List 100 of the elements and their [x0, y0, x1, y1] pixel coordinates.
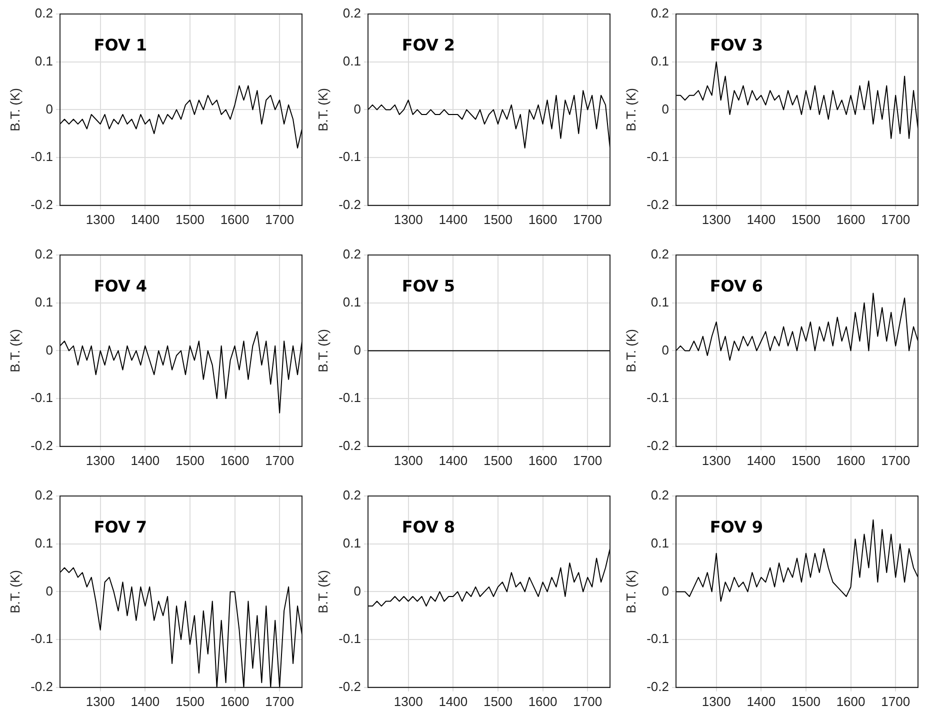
annotation: FOV 1 — [94, 36, 148, 55]
y-tick-label: -0.2 — [338, 438, 361, 453]
y-tick-label: 0.2 — [34, 246, 53, 262]
y-tick-label: -0.1 — [646, 631, 669, 646]
y-tick-label: 0.2 — [342, 488, 361, 503]
annotation: FOV 4 — [94, 276, 148, 296]
x-tick-label: 1500 — [484, 212, 512, 227]
y-tick-label: 0.2 — [650, 6, 669, 21]
x-tick-label: 1600 — [220, 452, 250, 468]
y-tick-label: 0.1 — [342, 53, 361, 68]
x-tick-label: 1600 — [528, 694, 558, 709]
y-tick-label: -0.1 — [338, 631, 361, 646]
y-tick-label: -0.1 — [338, 149, 361, 164]
y-axis-title: B.T. (K) — [623, 570, 638, 614]
annotation: FOV 2 — [402, 36, 456, 55]
x-tick-label: 1500 — [792, 694, 820, 709]
x-tick-label: 1300 — [702, 212, 731, 227]
y-axis-title: B.T. (K) — [7, 88, 22, 132]
x-tick-label: 1600 — [836, 694, 866, 709]
y-tick-label: -0.2 — [646, 678, 669, 694]
x-tick-label: 1700 — [265, 694, 294, 709]
y-tick-label: -0.2 — [30, 438, 53, 453]
x-tick-label: 1400 — [438, 212, 468, 227]
y-tick-label: 0.2 — [34, 488, 53, 503]
y-tick-label: 0 — [46, 342, 53, 358]
y-tick-label: 0 — [662, 342, 669, 358]
x-tick-label: 1400 — [130, 212, 160, 227]
x-tick-label: 1400 — [746, 694, 776, 709]
x-tick-label: 1300 — [86, 452, 115, 468]
x-tick-label: 1700 — [881, 212, 910, 227]
y-axis-title: B.T. (K) — [7, 570, 22, 614]
y-axis-title: B.T. (K) — [7, 329, 22, 372]
x-tick-label: 1500 — [484, 694, 512, 709]
y-tick-label: 0 — [354, 342, 361, 358]
x-tick-label: 1300 — [394, 452, 423, 468]
x-tick-label: 1700 — [265, 212, 294, 227]
x-tick-label: 1400 — [438, 694, 468, 709]
y-tick-label: -0.2 — [30, 678, 53, 694]
x-tick-label: 1300 — [394, 694, 423, 709]
y-tick-label: 0 — [662, 583, 669, 598]
y-tick-label: 0.1 — [342, 294, 361, 310]
y-tick-label: 0.1 — [650, 53, 669, 68]
x-tick-label: 1500 — [792, 212, 820, 227]
x-tick-label: 1600 — [220, 694, 250, 709]
annotation: FOV 5 — [402, 276, 456, 296]
annotation: FOV 3 — [710, 36, 764, 55]
x-tick-label: 1500 — [176, 212, 204, 227]
y-tick-label: 0 — [354, 583, 361, 598]
annotation: FOV 9 — [710, 518, 764, 537]
x-tick-label: 1400 — [746, 212, 776, 227]
y-tick-label: -0.1 — [646, 149, 669, 164]
x-tick-label: 1600 — [220, 212, 250, 227]
y-tick-label: -0.2 — [338, 196, 361, 212]
x-tick-label: 1700 — [881, 452, 910, 468]
y-tick-label: 0.2 — [650, 488, 669, 503]
y-axis-title: B.T. (K) — [315, 570, 330, 614]
y-tick-label: -0.2 — [646, 438, 669, 453]
y-tick-label: 0.1 — [650, 535, 669, 550]
y-tick-label: 0.2 — [650, 246, 669, 262]
x-tick-label: 1700 — [573, 452, 602, 468]
x-tick-label: 1700 — [573, 212, 602, 227]
y-tick-label: 0 — [46, 101, 53, 116]
annotation: FOV 6 — [710, 276, 764, 296]
y-tick-label: -0.1 — [30, 631, 53, 646]
y-tick-label: 0 — [354, 101, 361, 116]
y-tick-label: -0.2 — [646, 196, 669, 212]
y-tick-label: 0 — [662, 101, 669, 116]
x-tick-label: 1600 — [528, 452, 558, 468]
y-tick-label: 0.1 — [34, 294, 53, 310]
x-tick-label: 1600 — [528, 212, 558, 227]
x-tick-label: 1400 — [438, 452, 468, 468]
y-axis-title: B.T. (K) — [315, 329, 330, 372]
x-tick-label: 1600 — [836, 452, 866, 468]
y-tick-label: 0.1 — [34, 53, 53, 68]
y-tick-label: 0.2 — [34, 6, 53, 21]
x-tick-label: 1600 — [836, 212, 866, 227]
y-tick-label: -0.1 — [338, 390, 361, 406]
y-tick-label: -0.2 — [338, 678, 361, 694]
x-tick-label: 1400 — [130, 452, 160, 468]
x-tick-label: 1700 — [881, 694, 910, 709]
x-tick-label: 1700 — [265, 452, 294, 468]
x-tick-label: 1400 — [130, 694, 160, 709]
y-tick-label: -0.2 — [30, 196, 53, 212]
y-axis-title: B.T. (K) — [623, 329, 638, 372]
x-tick-label: 1700 — [573, 694, 602, 709]
x-tick-label: 1300 — [86, 212, 115, 227]
x-tick-label: 1400 — [746, 452, 776, 468]
x-tick-label: 1500 — [176, 694, 204, 709]
annotation: FOV 7 — [94, 518, 148, 537]
y-axis-title: B.T. (K) — [315, 88, 330, 132]
y-tick-label: 0.2 — [342, 246, 361, 262]
x-tick-label: 1300 — [702, 694, 731, 709]
y-tick-label: 0.1 — [650, 294, 669, 310]
x-tick-label: 1300 — [86, 694, 115, 709]
y-tick-label: 0 — [46, 583, 53, 598]
y-tick-label: 0.1 — [342, 535, 361, 550]
x-tick-label: 1300 — [702, 452, 731, 468]
y-tick-label: -0.1 — [646, 390, 669, 406]
y-tick-label: -0.1 — [30, 149, 53, 164]
y-axis-title: B.T. (K) — [623, 88, 638, 132]
